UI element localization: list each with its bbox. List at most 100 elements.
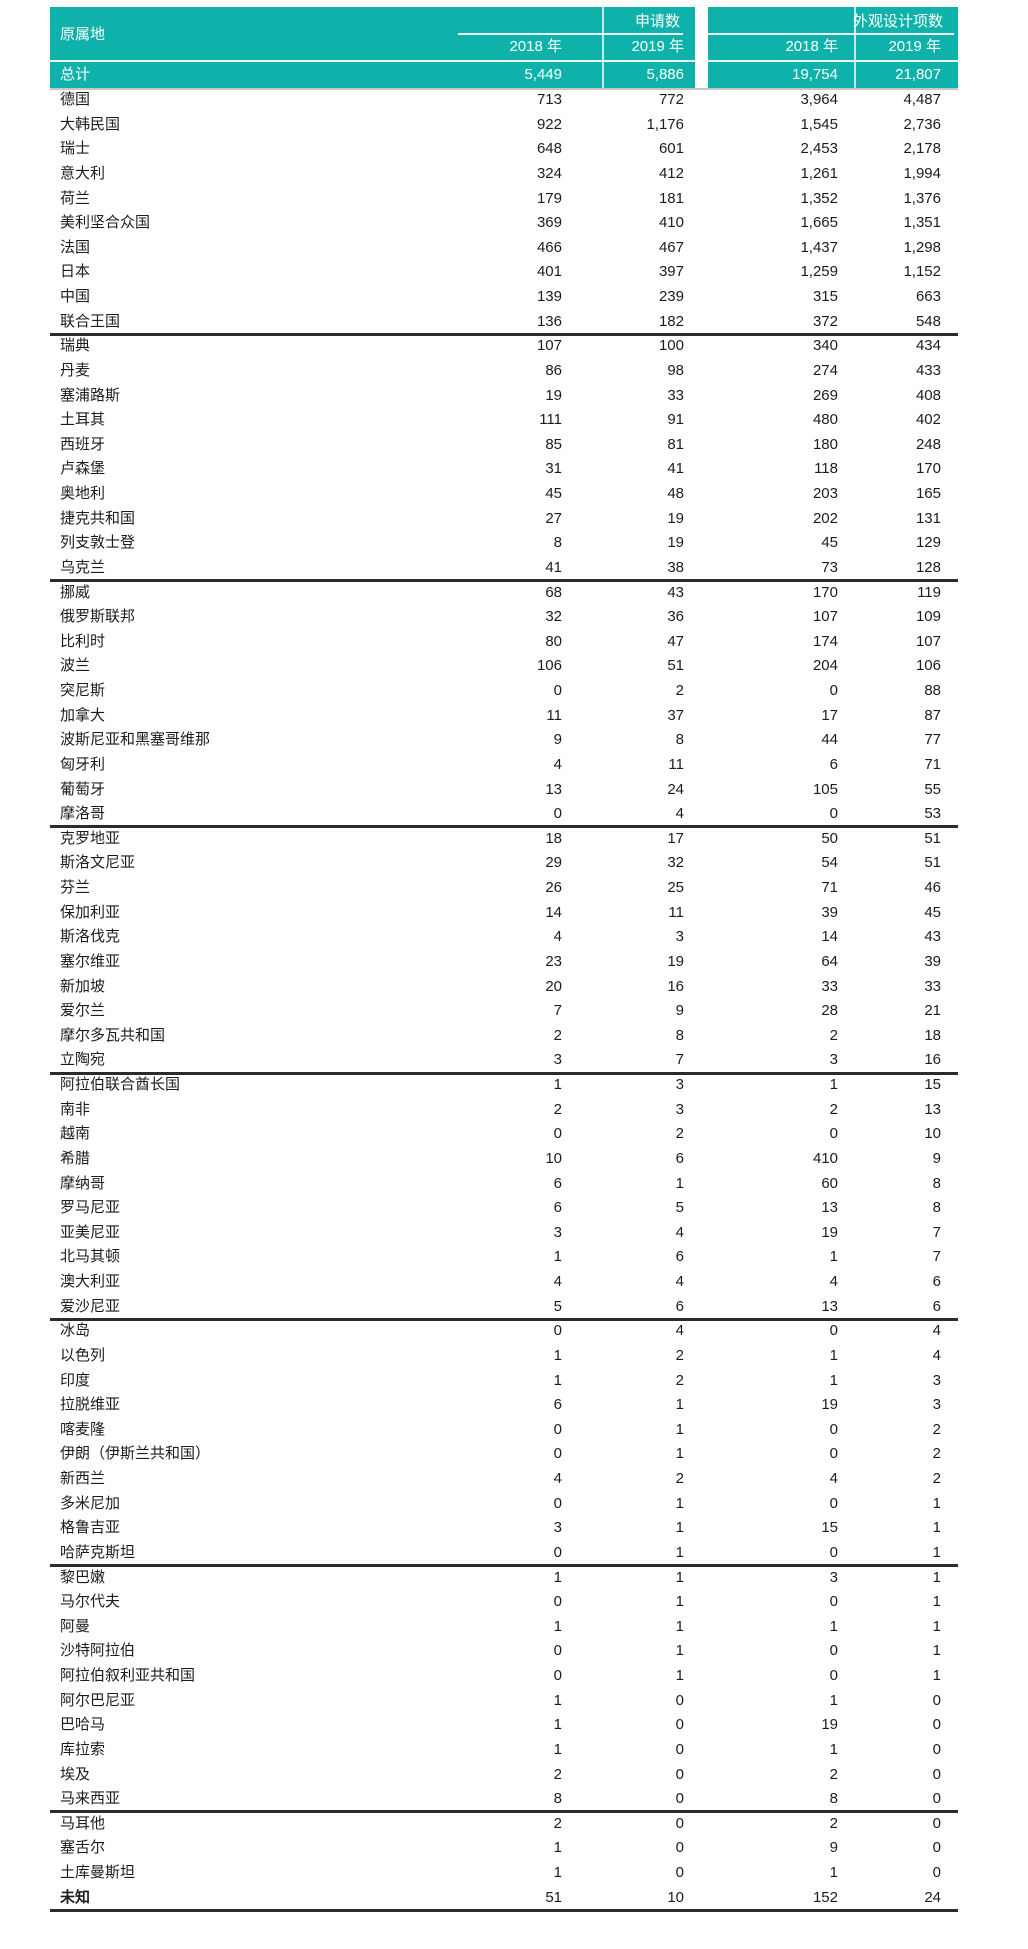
value-cell: 648 xyxy=(536,140,562,158)
value-cell: 6 xyxy=(829,755,838,773)
group-gap xyxy=(695,802,708,827)
table-row: 瑞士 648 601 2,453 2,178 xyxy=(50,137,958,162)
value-cell: 0 xyxy=(932,1864,941,1881)
value-cell: 47 xyxy=(667,632,684,650)
value-cell: 37 xyxy=(667,706,684,724)
table-row: 埃及 2 0 2 0 xyxy=(50,1763,958,1788)
group-gap xyxy=(695,1024,708,1049)
value-cell: 1,152 xyxy=(903,263,941,281)
value-cell: 7 xyxy=(553,1002,562,1020)
group-gap xyxy=(695,778,708,803)
header-bottom-rule xyxy=(50,88,958,90)
value-cell: 111 xyxy=(539,411,562,429)
value-cell: 1 xyxy=(675,1494,684,1512)
value-cell: 26 xyxy=(545,879,562,896)
value-cell: 2,736 xyxy=(903,115,941,133)
table-row: 塞尔维亚 23 19 64 39 xyxy=(50,950,958,975)
table-row: 哈萨克斯坦 0 1 0 1 xyxy=(50,1541,958,1567)
value-cell: 0 xyxy=(675,1790,684,1808)
table-row: 西班牙 85 81 180 248 xyxy=(50,433,958,458)
group-gap xyxy=(695,531,708,556)
total-value: 5,886 xyxy=(646,66,684,83)
value-cell: 3 xyxy=(829,1568,838,1586)
country-label: 塞舌尔 xyxy=(60,1839,106,1857)
country-label: 列支敦士登 xyxy=(60,534,136,552)
value-cell: 0 xyxy=(675,1765,684,1783)
value-cell: 0 xyxy=(829,805,838,823)
value-cell: 100 xyxy=(658,337,684,355)
value-cell: 1 xyxy=(829,1864,838,1881)
value-cell: 0 xyxy=(675,1814,684,1832)
value-cell: 9 xyxy=(829,1839,838,1857)
value-cell: 4 xyxy=(675,805,684,823)
value-cell: 118 xyxy=(814,460,838,478)
value-cell: 2 xyxy=(675,1470,684,1487)
value-cell: 372 xyxy=(812,312,838,330)
value-cell: 2 xyxy=(829,1765,838,1783)
country-label: 捷克共和国 xyxy=(60,509,136,527)
value-cell: 51 xyxy=(545,1888,562,1906)
country-label: 新西兰 xyxy=(60,1470,106,1487)
country-label: 土耳其 xyxy=(60,411,106,429)
year-header: 2018 年 xyxy=(509,38,562,55)
value-cell: 0 xyxy=(553,1543,562,1561)
value-cell: 98 xyxy=(667,361,684,379)
origin-column-header: 原属地 xyxy=(60,26,106,43)
value-cell: 19 xyxy=(667,952,684,970)
value-cell: 8 xyxy=(675,731,684,749)
group-gap xyxy=(695,1812,708,1837)
value-cell: 1 xyxy=(675,1568,684,1586)
table-row: 日本 401 397 1,259 1,152 xyxy=(50,260,958,285)
value-cell: 0 xyxy=(553,682,562,699)
value-cell: 1 xyxy=(829,1617,838,1635)
country-label: 波斯尼亚和黑塞哥维那 xyxy=(60,731,211,749)
value-cell: 86 xyxy=(545,361,562,379)
table-row: 联合王国 136 182 372 548 xyxy=(50,310,958,336)
value-cell: 27 xyxy=(545,509,562,527)
value-cell: 8 xyxy=(553,1790,562,1808)
value-cell: 3 xyxy=(553,1051,562,1069)
value-cell: 109 xyxy=(915,608,941,626)
value-cell: 369 xyxy=(536,214,562,232)
group-gap xyxy=(695,975,708,1000)
value-cell: 1 xyxy=(675,1396,684,1414)
group-gap xyxy=(695,901,708,926)
country-label: 法国 xyxy=(60,238,91,256)
value-cell: 6 xyxy=(553,1396,562,1414)
value-cell: 43 xyxy=(924,928,941,946)
table-row: 爱沙尼亚 5 6 13 6 xyxy=(50,1295,958,1321)
value-cell: 24 xyxy=(667,780,684,798)
group-gap xyxy=(695,1615,708,1640)
table-row: 塞舌尔 1 0 9 0 xyxy=(50,1836,958,1861)
table-row: 北马其顿 1 6 1 7 xyxy=(50,1245,958,1270)
value-cell: 1,298 xyxy=(903,238,941,256)
value-cell: 106 xyxy=(915,657,941,675)
value-cell: 182 xyxy=(658,312,684,330)
value-cell: 401 xyxy=(536,263,562,281)
value-cell: 11 xyxy=(668,903,684,921)
value-cell: 0 xyxy=(932,1814,941,1832)
group-gap xyxy=(695,1836,708,1861)
value-cell: 81 xyxy=(667,435,684,453)
value-cell: 8 xyxy=(932,1174,941,1192)
value-cell: 0 xyxy=(829,1420,838,1438)
value-cell: 17 xyxy=(821,706,838,724)
designs-group-header: 外观设计项数 xyxy=(852,13,943,30)
value-cell: 105 xyxy=(812,780,838,798)
table-row: 多米尼加 0 1 0 1 xyxy=(50,1492,958,1517)
value-cell: 15 xyxy=(924,1076,941,1093)
value-cell: 1 xyxy=(553,1864,562,1881)
value-cell: 51 xyxy=(924,854,941,872)
value-cell: 10 xyxy=(667,1888,684,1906)
value-cell: 174 xyxy=(812,632,838,650)
value-cell: 0 xyxy=(553,1322,562,1340)
country-label: 冰岛 xyxy=(60,1322,91,1340)
value-cell: 4 xyxy=(553,1470,562,1487)
value-cell: 6 xyxy=(553,1199,562,1217)
table-row: 荷兰 179 181 1,352 1,376 xyxy=(50,187,958,212)
group-gap xyxy=(695,1319,708,1344)
value-cell: 2,453 xyxy=(800,140,838,158)
value-cell: 39 xyxy=(821,903,838,921)
group-gap xyxy=(695,137,708,162)
